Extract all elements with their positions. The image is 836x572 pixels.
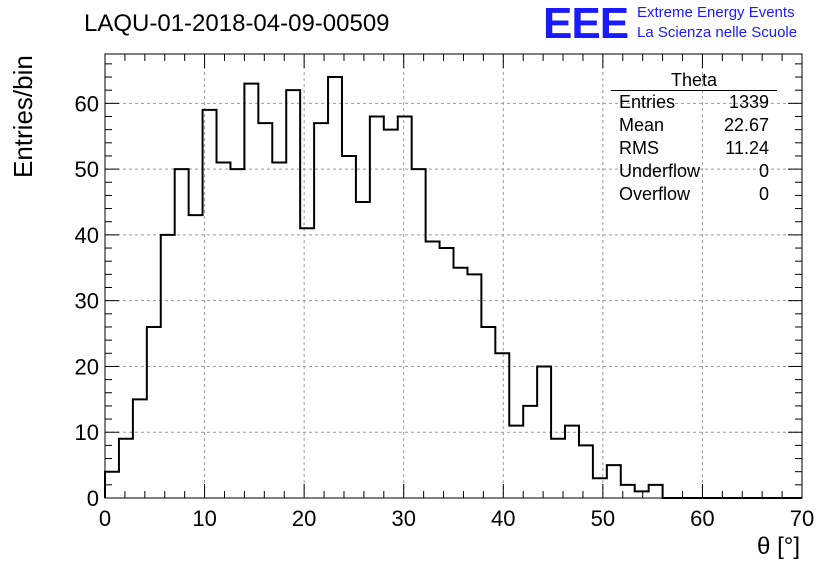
y-tick-label: 30	[75, 289, 99, 314]
y-tick-label: 40	[75, 223, 99, 248]
x-tick-label: 30	[391, 506, 415, 531]
stats-box: Theta Entries 1339 Mean 22.67 RMS 11.24 …	[611, 70, 777, 206]
stats-row-mean: Mean 22.67	[611, 114, 777, 137]
y-tick-label: 0	[87, 486, 99, 511]
x-tick-label: 10	[192, 506, 216, 531]
y-tick-labels: 0 10 20 30 40 50 60	[75, 91, 99, 511]
x-tick-label: 20	[292, 506, 316, 531]
axis-ticks	[104, 54, 803, 499]
logo-caption-line1: Extreme Energy Events	[637, 4, 795, 21]
logo-caption-line2: La Scienza nelle Scuole	[637, 24, 798, 41]
x-tick-label: 0	[99, 506, 111, 531]
stats-row-rms: RMS 11.24	[611, 137, 777, 160]
y-tick-label: 50	[75, 157, 99, 182]
stats-value: 0	[758, 184, 769, 204]
stats-label: Overflow	[619, 184, 691, 204]
stats-title: Theta	[611, 70, 777, 91]
stats-row-overflow: Overflow 0	[611, 183, 777, 206]
stats-value: 1339	[728, 92, 769, 112]
stats-label: RMS	[619, 138, 659, 158]
eee-logo: EEE	[543, 0, 629, 48]
y-tick-label: 60	[75, 91, 99, 116]
x-tick-label: 40	[491, 506, 515, 531]
histogram-line	[104, 76, 802, 499]
chart-title: LAQU-01-2018-04-09-00509	[84, 10, 390, 37]
plot-frame	[104, 53, 803, 499]
y-tick-label: 20	[75, 354, 99, 379]
stats-label: Mean	[619, 115, 665, 135]
x-tick-label: 70	[790, 506, 814, 531]
x-tick-label: 50	[591, 506, 615, 531]
stats-label: Entries	[619, 92, 676, 112]
x-tick-label: 60	[690, 506, 714, 531]
stats-value: 0	[758, 161, 769, 181]
x-axis-label: θ [°]	[757, 533, 800, 560]
logo-caption: Extreme Energy Events La Scienza nelle S…	[637, 3, 797, 43]
stats-value: 22.67	[723, 115, 769, 135]
stats-value: 11.24	[725, 138, 769, 158]
stats-row-entries: Entries 1339	[611, 91, 777, 114]
stats-label: Underflow	[619, 161, 701, 181]
grid-lines	[105, 54, 802, 498]
stats-row-underflow: Underflow 0	[611, 160, 777, 183]
y-axis-label: Entries/bin	[8, 55, 38, 178]
y-tick-label: 10	[75, 420, 99, 445]
x-tick-labels: 0 10 20 30 40 50 60 70	[99, 506, 814, 531]
